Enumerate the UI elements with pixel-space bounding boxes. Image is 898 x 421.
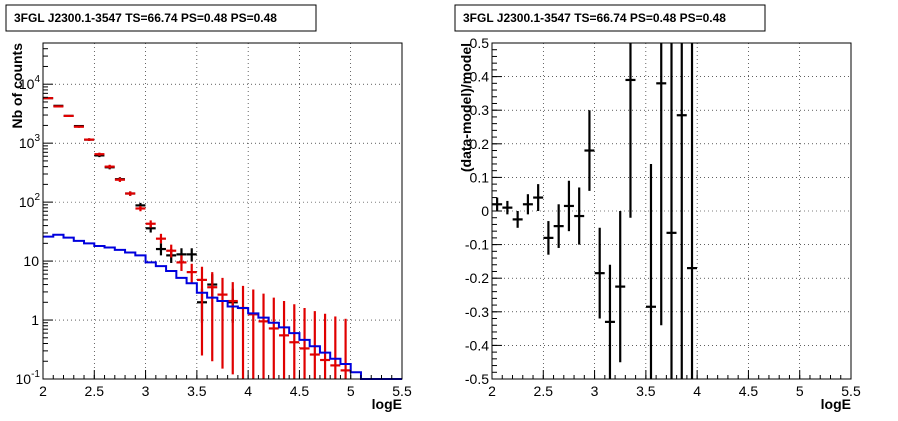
data-point — [155, 233, 166, 244]
y-tick-label: 0.1 — [470, 169, 490, 185]
model-histogram-line — [43, 233, 402, 380]
y-tick-label: 1 — [31, 312, 39, 328]
y-tick-label: 10-1 — [16, 369, 41, 387]
data-point — [186, 248, 197, 262]
x-tick-label: 3.5 — [636, 383, 656, 399]
data-point — [217, 277, 228, 369]
data-point — [299, 308, 310, 379]
y-tick-label: 0.4 — [470, 69, 490, 85]
x-axis-title: logE — [821, 396, 851, 412]
x-tick-label: 2 — [488, 383, 496, 399]
data-point — [574, 187, 585, 245]
x-axis-title: logE — [372, 396, 402, 412]
data-point — [166, 244, 177, 258]
data-point — [248, 289, 259, 379]
counts-chart: 3FGL J2300.1-3547 TS=66.74 PS=0.48 PS=0.… — [5, 4, 412, 412]
data-point — [258, 293, 269, 379]
data-point — [135, 205, 146, 212]
data-point — [125, 191, 136, 196]
data-point — [94, 152, 105, 156]
y-axis-title: (data-model)/model — [458, 43, 474, 172]
x-tick-label: 2 — [39, 383, 47, 399]
x-tick-label: 3.5 — [187, 383, 207, 399]
x-tick-label: 2.5 — [534, 383, 554, 399]
data-point — [114, 177, 125, 182]
x-tick-label: 3 — [142, 383, 150, 399]
y-tick-label: -0.3 — [465, 304, 489, 320]
data-point — [268, 297, 279, 379]
data-point — [533, 184, 544, 211]
data-point — [145, 220, 156, 228]
y-tick-label: 0.5 — [470, 35, 490, 51]
data-point — [155, 243, 166, 256]
y-tick-label: -0.5 — [465, 371, 489, 387]
data-point — [309, 311, 320, 379]
y-tick-label: -0.4 — [465, 337, 489, 353]
chart-title: 3FGL J2300.1-3547 TS=66.74 PS=0.48 PS=0.… — [14, 11, 277, 25]
counts-chart-pad: 3FGL J2300.1-3547 TS=66.74 PS=0.48 PS=0.… — [5, 4, 412, 412]
data-point — [186, 263, 197, 283]
y-axis-title: Nb of counts — [9, 43, 25, 129]
x-tick-label: 5 — [796, 383, 804, 399]
y-tick-label: 0.3 — [470, 102, 490, 118]
data-point — [238, 285, 249, 379]
data-point — [625, 43, 636, 218]
data-point — [604, 264, 615, 379]
data-point — [656, 43, 667, 326]
data-point — [104, 164, 115, 169]
y-tick-label: -0.1 — [465, 237, 489, 253]
x-tick-label: 5 — [347, 383, 355, 399]
data-point — [279, 301, 290, 379]
data-point — [563, 180, 574, 232]
data-point — [584, 110, 595, 191]
chart-title: 3FGL J2300.1-3547 TS=66.74 PS=0.48 PS=0.… — [463, 11, 726, 25]
x-tick-label: 4 — [244, 383, 252, 399]
data-point — [340, 318, 351, 379]
y-tick-label: 104 — [19, 74, 41, 92]
data-point — [512, 211, 523, 228]
data-point — [666, 43, 677, 379]
data-point — [53, 105, 64, 108]
data-point — [615, 211, 626, 363]
x-tick-label: 5.5 — [392, 383, 412, 399]
x-tick-label: 4.5 — [290, 383, 310, 399]
data-point — [289, 304, 300, 379]
x-tick-label: 4.5 — [739, 383, 759, 399]
data-point — [645, 163, 656, 379]
title-box: 3FGL J2300.1-3547 TS=66.74 PS=0.48 PS=0.… — [454, 4, 766, 32]
data-point — [543, 221, 554, 255]
data-point — [176, 255, 187, 271]
data-point — [84, 138, 95, 141]
x-tick-label: 2.5 — [85, 383, 105, 399]
y-tick-label: 103 — [19, 133, 41, 151]
data-point — [196, 266, 207, 356]
data-point — [676, 43, 687, 379]
y-tick-label: 102 — [19, 192, 41, 210]
data-point — [73, 125, 84, 128]
data-point — [330, 316, 341, 379]
data-point — [207, 272, 218, 362]
data-point — [502, 200, 513, 215]
y-tick-label: 0.2 — [470, 136, 490, 152]
residual-chart: 3FGL J2300.1-3547 TS=66.74 PS=0.48 PS=0.… — [454, 4, 861, 412]
data-point — [63, 114, 74, 118]
x-tick-label: 4 — [693, 383, 701, 399]
x-tick-label: 3 — [591, 383, 599, 399]
x-tick-label: 5.5 — [841, 383, 861, 399]
data-point — [320, 313, 331, 379]
y-tick-label: 0 — [481, 203, 489, 219]
y-tick-label: 10 — [23, 253, 39, 269]
data-point — [594, 227, 605, 319]
data-point — [687, 43, 698, 379]
title-box: 3FGL J2300.1-3547 TS=66.74 PS=0.48 PS=0.… — [5, 4, 317, 32]
data-point — [227, 282, 238, 375]
residual-chart-pad: 3FGL J2300.1-3547 TS=66.74 PS=0.48 PS=0.… — [449, 0, 898, 421]
data-point — [553, 204, 564, 248]
data-point — [43, 97, 54, 100]
y-tick-label: -0.2 — [465, 270, 489, 286]
data-point — [522, 194, 533, 215]
